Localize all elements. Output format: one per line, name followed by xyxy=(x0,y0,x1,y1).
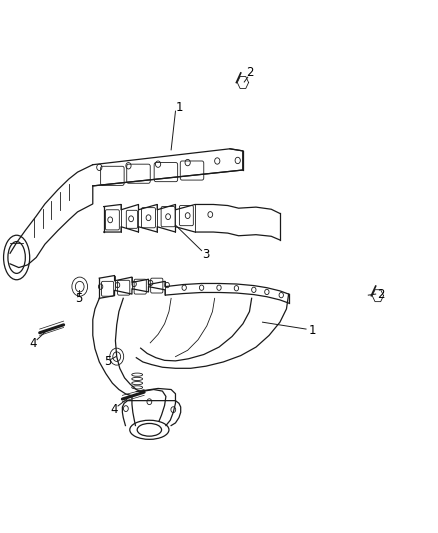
Text: 4: 4 xyxy=(29,337,36,350)
Text: 2: 2 xyxy=(378,288,385,301)
Text: 1: 1 xyxy=(309,324,316,337)
Text: 1: 1 xyxy=(176,101,184,114)
Text: 2: 2 xyxy=(247,67,254,79)
Text: 4: 4 xyxy=(110,403,117,416)
Text: 5: 5 xyxy=(104,356,111,368)
Text: 3: 3 xyxy=(202,248,210,261)
Text: 5: 5 xyxy=(75,292,82,305)
